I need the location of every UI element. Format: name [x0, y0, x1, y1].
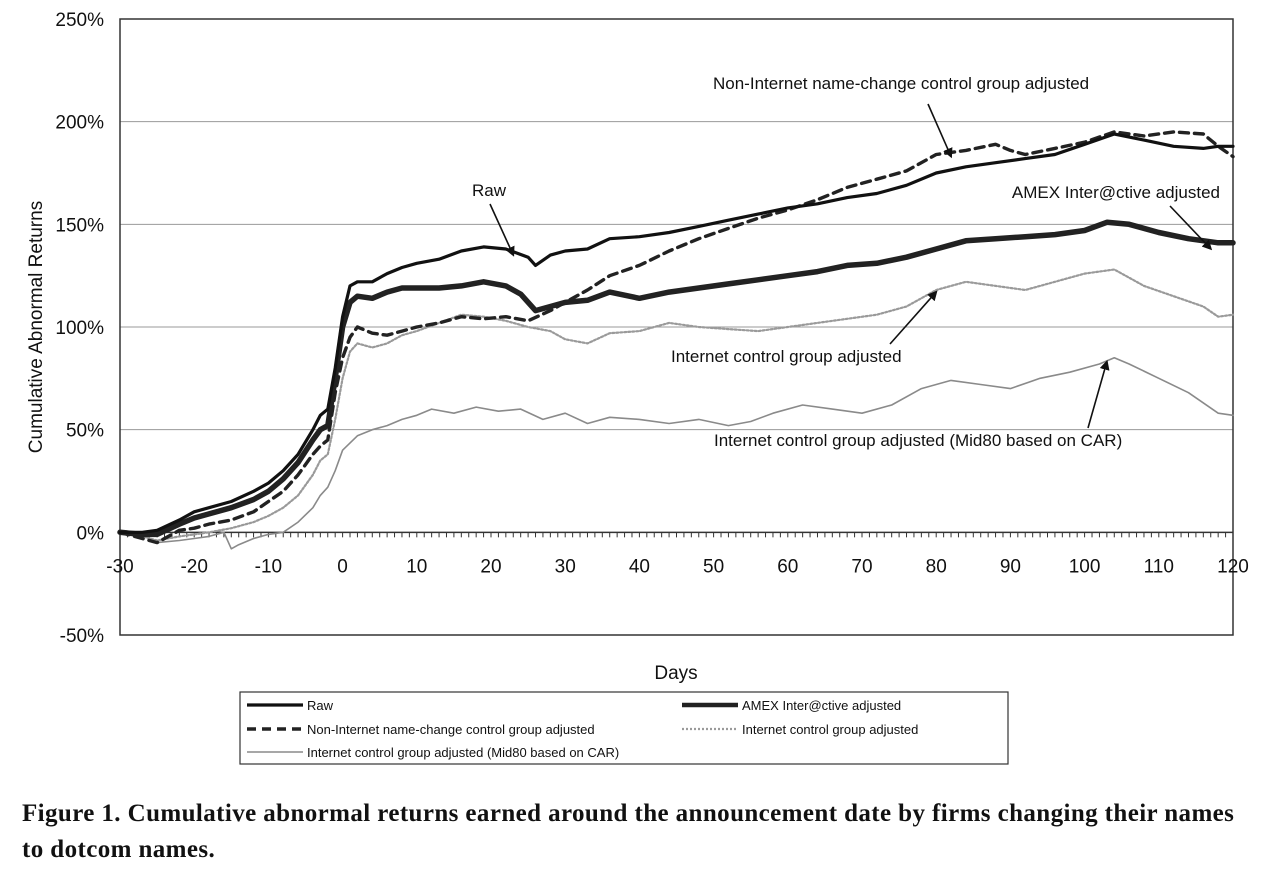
- annotation-label: Internet control group adjusted (Mid80 b…: [714, 431, 1122, 450]
- series-line-dotted: [118, 268, 1235, 542]
- x-tick-label: 90: [1000, 556, 1021, 577]
- annotation-label: Internet control group adjusted: [671, 347, 902, 366]
- x-tick-label: -20: [180, 556, 207, 577]
- x-tick-label: 40: [629, 556, 650, 577]
- y-tick-label: 0%: [77, 523, 105, 544]
- x-tick-label: -30: [106, 556, 133, 577]
- y-tick-label: 250%: [55, 10, 104, 31]
- x-tick-label: -10: [255, 556, 282, 577]
- annotation-arrow: [1087, 359, 1110, 429]
- x-tick-label: 60: [777, 556, 798, 577]
- x-tick-label: 100: [1069, 556, 1101, 577]
- annotation-arrow: [1169, 205, 1213, 251]
- series-line-dashed: [118, 130, 1235, 545]
- series-lines: [117, 130, 1236, 550]
- x-tick-label: 0: [337, 556, 348, 577]
- legend: Raw AMEX Inter@ctive adjusted Non-Internet…: [247, 698, 918, 760]
- axis-ticks: -50% 0% 50% 100% 150% 200% 250% -30 -20 -10 0 10 20 3…: [55, 10, 1248, 647]
- y-tick-label: 50%: [66, 421, 104, 442]
- figure-caption: Figure 1. Cumulative abnormal returns ea…: [22, 800, 1235, 863]
- y-tick-label: -50%: [60, 626, 104, 647]
- annotation-arrow: [927, 103, 953, 159]
- y-axis-title: Cumulative Abnormal Returns: [26, 201, 47, 453]
- annotation-label: AMEX Inter@ctive adjusted: [1012, 183, 1220, 202]
- legend-label: Internet control group adjusted: [742, 722, 918, 737]
- legend-label: Raw: [307, 698, 334, 713]
- annotation-arrow: [889, 290, 938, 345]
- x-tick-label: 80: [926, 556, 947, 577]
- plot-area-frame: [119, 18, 1234, 636]
- legend-label: Non-Internet name-change control group a…: [307, 722, 595, 737]
- x-tick-label: 110: [1144, 556, 1174, 577]
- y-tick-label: 100%: [55, 318, 104, 339]
- annotation-arrow: [489, 203, 515, 257]
- x-tick-label: 30: [555, 556, 576, 577]
- cumulative-abnormal-returns-chart: -50% 0% 50% 100% 150% 200% 250% -30 -20 -10 0 10 20 3…: [26, 10, 1249, 765]
- annotations: Non-Internet name-change control group a…: [472, 74, 1220, 450]
- x-tick-label: 50: [703, 556, 724, 577]
- annotation-label: Raw: [472, 181, 507, 200]
- x-tick-label: 120: [1217, 556, 1249, 577]
- legend-label: Internet control group adjusted (Mid80 b…: [307, 745, 619, 760]
- y-tick-label: 150%: [55, 215, 104, 236]
- series-line-thick: [117, 219, 1236, 538]
- x-axis-title: Days: [654, 663, 697, 684]
- series-line-thin: [119, 356, 1234, 550]
- legend-box: [239, 691, 1009, 765]
- series-line-solid: [118, 132, 1235, 534]
- legend-label: AMEX Inter@ctive adjusted: [742, 698, 901, 713]
- x-tick-label: 70: [851, 556, 872, 577]
- annotation-label: Non-Internet name-change control group a…: [713, 74, 1089, 93]
- x-tick-label: 20: [480, 556, 501, 577]
- y-tick-label: 200%: [55, 113, 104, 134]
- x-tick-label: 10: [406, 556, 427, 577]
